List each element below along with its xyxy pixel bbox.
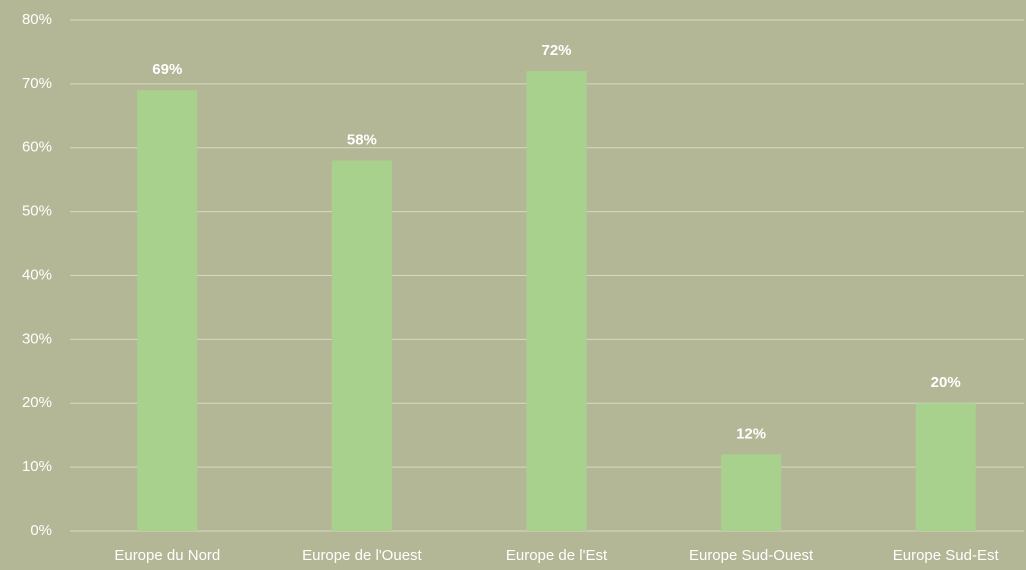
value-label: 12% [736, 425, 766, 442]
bar [721, 454, 782, 531]
bar [915, 403, 976, 531]
x-tick-label: Europe Sud-Ouest [689, 547, 814, 564]
bar [137, 90, 198, 531]
value-label: 58% [347, 131, 377, 148]
value-label: 69% [152, 61, 182, 78]
y-tick-label: 60% [22, 139, 52, 156]
x-tick-label: Europe de l'Est [506, 547, 608, 564]
x-tick-label: Europe de l'Ouest [302, 547, 422, 564]
value-label: 20% [931, 374, 961, 391]
x-tick-label: Europe du Nord [114, 547, 220, 564]
bar [331, 160, 392, 531]
y-tick-label: 40% [22, 266, 52, 283]
x-tick-label: Europe Sud-Est [893, 547, 1000, 564]
y-tick-label: 30% [22, 330, 52, 347]
y-tick-label: 80% [22, 11, 52, 28]
y-tick-label: 50% [22, 203, 52, 220]
y-tick-label: 20% [22, 394, 52, 411]
bar [526, 71, 587, 531]
y-tick-label: 0% [30, 522, 52, 539]
value-label: 72% [541, 42, 571, 59]
y-tick-label: 10% [22, 458, 52, 475]
y-tick-label: 70% [22, 75, 52, 92]
